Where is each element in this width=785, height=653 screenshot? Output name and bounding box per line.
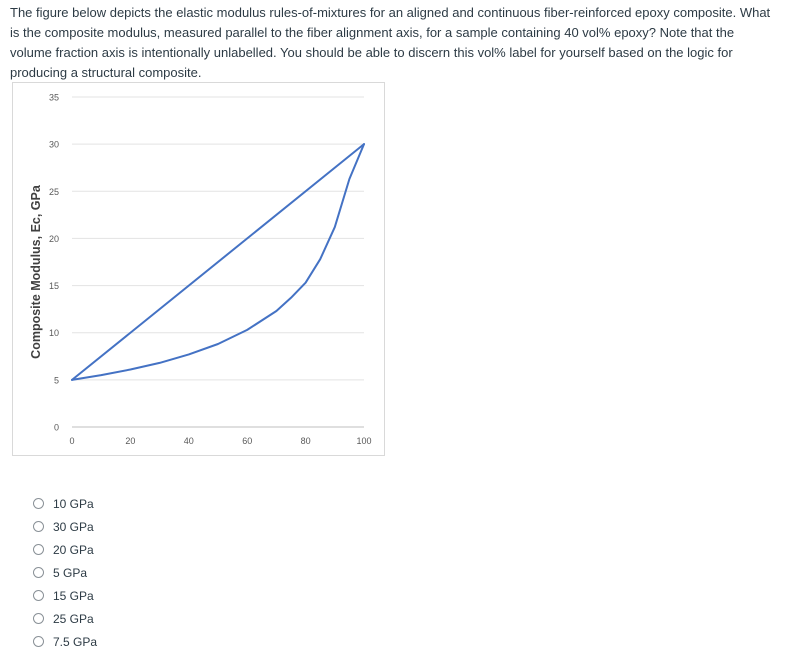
series-line [71, 143, 365, 381]
x-tick-label: 40 [184, 436, 194, 446]
x-tick-label: 100 [356, 436, 371, 446]
y-tick-label: 15 [49, 281, 59, 291]
option-label: 20 GPa [53, 542, 94, 557]
radio-button[interactable] [33, 544, 44, 555]
x-tick-label: 60 [242, 436, 252, 446]
y-tick-label: 10 [49, 328, 59, 338]
answer-option[interactable]: 10 GPa [33, 492, 97, 515]
y-tick-label: 0 [54, 423, 59, 433]
answer-option[interactable]: 30 GPa [33, 515, 97, 538]
chart-svg: 0 5 10 15 20 25 30 35 0 20 40 60 80 100 Composite Modu… [29, 93, 372, 447]
option-label: 10 GPa [53, 496, 94, 511]
option-label: 5 GPa [53, 565, 88, 580]
radio-button[interactable] [33, 636, 44, 647]
radio-button[interactable] [33, 521, 44, 532]
option-label: 30 GPa [53, 519, 94, 534]
y-tick-label: 35 [49, 93, 59, 103]
option-label: 7.5 GPa [53, 634, 98, 649]
x-tick-label: 80 [301, 436, 311, 446]
answer-option[interactable]: 7.5 GPa [33, 630, 97, 653]
radio-button[interactable] [33, 613, 44, 624]
option-label: 15 GPa [53, 588, 94, 603]
answer-option[interactable]: 5 GPa [33, 561, 97, 584]
radio-button[interactable] [33, 590, 44, 601]
radio-button[interactable] [33, 498, 44, 509]
x-tick-label: 0 [69, 436, 74, 446]
answer-option[interactable]: 25 GPa [33, 607, 97, 630]
question-text: The figure below depicts the elastic mod… [10, 5, 771, 80]
answer-option[interactable]: 20 GPa [33, 538, 97, 561]
answer-option[interactable]: 15 GPa [33, 584, 97, 607]
y-tick-label: 5 [54, 375, 59, 385]
x-tick-label: 20 [125, 436, 135, 446]
y-tick-label: 30 [49, 140, 59, 150]
y-tick-label: 20 [49, 234, 59, 244]
modulus-chart: 0 5 10 15 20 25 30 35 0 20 40 60 80 100 Composite Modu… [12, 82, 385, 456]
y-tick-label: 25 [49, 187, 59, 197]
answer-options: 10 GPa 30 GPa 20 GPa 5 GPa 15 GPa 25 GPa… [33, 492, 97, 653]
series-line [71, 143, 365, 381]
option-label: 25 GPa [53, 611, 94, 626]
y-axis-label: Composite Modulus, Ec, GPa [29, 184, 43, 359]
radio-button[interactable] [33, 567, 44, 578]
